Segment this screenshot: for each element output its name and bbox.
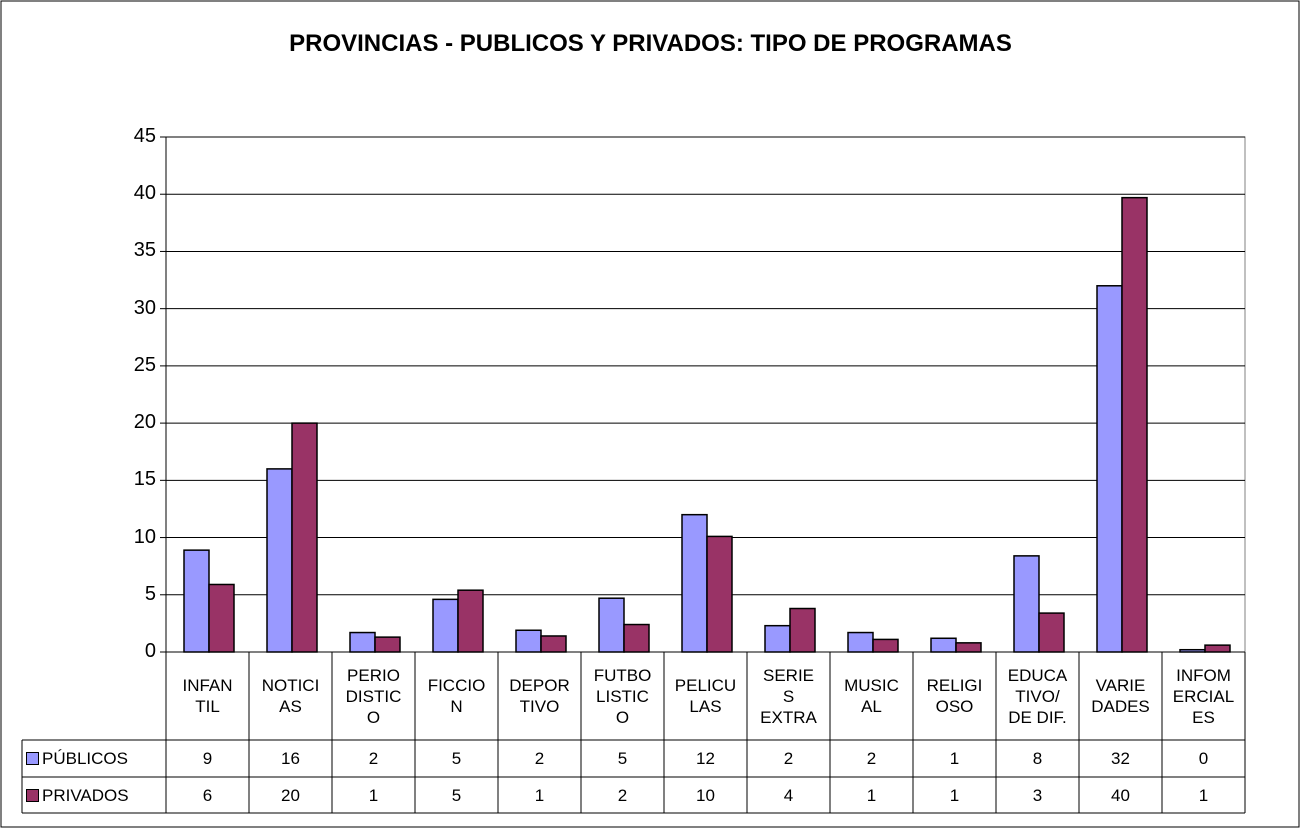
bar: [1121, 196, 1148, 653]
bar: [598, 597, 625, 653]
category-label: PERIO DISTIC O: [345, 665, 402, 727]
category-label: VARIE DADES: [1091, 676, 1150, 716]
y-tick-label: 30: [133, 296, 156, 319]
table-value: 5: [617, 749, 628, 768]
bar: [183, 549, 210, 653]
legend-label: PRIVADOS: [42, 785, 129, 805]
bar: [930, 637, 957, 653]
table-value: 16: [281, 749, 300, 768]
y-tick-label: 5: [144, 582, 156, 605]
y-tick-label: 0: [144, 640, 156, 662]
chart-title: PROVINCIAS - PUBLICOS Y PRIVADOS: TIPO D…: [289, 30, 1012, 57]
category-label: MUSIC AL: [844, 676, 899, 716]
category-label: RELIGI OSO: [926, 676, 983, 716]
legend-key: [26, 752, 39, 765]
bar: [681, 513, 708, 653]
bar: [706, 535, 733, 653]
table-value: 10: [696, 785, 715, 805]
bar: [432, 598, 459, 653]
table-value: 2: [617, 785, 628, 805]
bar: [349, 631, 376, 653]
bar: [789, 607, 816, 653]
table-value: 0: [1198, 749, 1209, 768]
table-value: 6: [202, 785, 213, 805]
category-label: NOTICI AS: [261, 676, 320, 716]
bar: [764, 624, 791, 653]
table-value: 1: [949, 749, 960, 768]
table-value: 9: [202, 749, 213, 768]
bar: [208, 583, 235, 653]
category-label: INFAN TIL: [182, 676, 233, 716]
table-value: 40: [1111, 785, 1130, 805]
bar: [515, 629, 542, 653]
bar: [847, 631, 874, 653]
legend-entry: PRIVADOS: [26, 777, 162, 813]
category-label: SERIE S EXTRA: [760, 665, 817, 727]
table-value: 1: [368, 785, 379, 805]
bar: [1013, 555, 1040, 653]
y-tick-label: 40: [133, 182, 156, 205]
legend-key: [26, 788, 39, 802]
bar: [872, 638, 899, 653]
y-tick-label: 25: [133, 353, 156, 376]
table-value: 8: [1032, 749, 1043, 768]
y-tick-label: 10: [133, 525, 156, 548]
table-value: 20: [281, 785, 300, 805]
table-value: 12: [696, 749, 715, 768]
y-tick-label: 45: [133, 125, 156, 147]
table-value: 1: [866, 785, 877, 805]
bar: [540, 635, 567, 653]
bar: [1038, 612, 1065, 653]
bar: [1096, 285, 1123, 653]
bar: [955, 642, 982, 653]
category-label: FICCIO N: [427, 676, 486, 716]
bar: [457, 589, 484, 653]
table-value: 2: [783, 749, 794, 768]
table-value: 1: [1198, 785, 1209, 805]
bar: [374, 636, 401, 653]
table-value: 5: [451, 749, 462, 768]
legend-entry: PÚBLICOS: [26, 740, 162, 777]
y-tick-label: 35: [133, 239, 156, 262]
table-value: 3: [1032, 785, 1043, 805]
table-value: 2: [534, 749, 545, 768]
bar: [266, 468, 293, 653]
category-label: EDUCA TIVO/ DE DIF.: [1007, 665, 1068, 727]
bar: [623, 623, 650, 653]
legend-label: PÚBLICOS: [42, 749, 128, 768]
y-tick-label: 15: [133, 468, 156, 491]
table-value: 32: [1111, 749, 1130, 768]
table-value: 2: [368, 749, 379, 768]
bar: [1204, 644, 1231, 653]
table-value: 2: [866, 749, 877, 768]
bar: [291, 422, 318, 653]
table-value: 1: [949, 785, 960, 805]
category-label: DEPOR TIVO: [509, 676, 570, 716]
table-value: 1: [534, 785, 545, 805]
table-value: 4: [783, 785, 794, 805]
category-label: PELICU LAS: [674, 676, 737, 716]
table-value: 5: [451, 785, 462, 805]
category-label: FUTBO LISTIC O: [593, 665, 652, 727]
category-label: INFOM ERCIAL ES: [1172, 665, 1235, 727]
y-tick-label: 20: [133, 411, 156, 434]
